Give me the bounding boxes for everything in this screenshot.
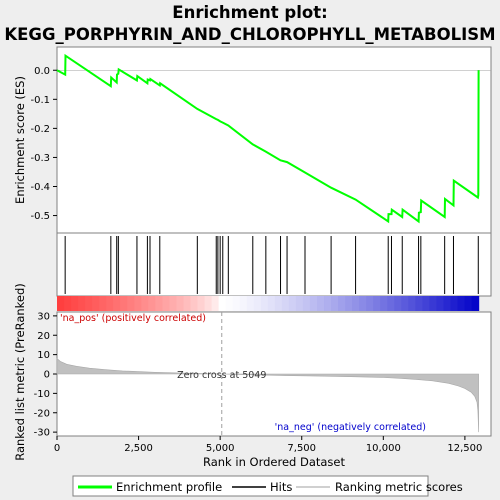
color-bar-segment [134,296,142,311]
color-bar-segment [261,296,269,311]
color-bar-segment [106,296,114,311]
positive-correlation-label: 'na_pos' (positively correlated) [60,313,206,324]
color-bar-segment [268,296,276,311]
x-tick-label: 2,500 [124,443,153,454]
color-bar-segment [429,296,437,311]
color-bar-segment [324,296,332,311]
metric-y-tick-label: 30 [37,311,50,322]
color-bar-segment [183,296,191,311]
color-bar-segment [198,296,206,311]
color-bar-segment [71,296,79,311]
color-bar-segment [57,296,65,311]
color-bar-segment [296,296,304,311]
color-bar-segment [127,296,135,311]
metric-y-tick-label: 20 [37,331,50,342]
color-bar-segment [422,296,430,311]
color-bar-segment [219,296,227,311]
color-bar-segment [317,296,325,311]
chart-title-line2: KEGG_PORPHYRIN_AND_CHLOROPHYLL_METABOLIS… [4,25,495,44]
legend-hits-label: Hits [270,480,292,494]
color-bar-segment [191,296,199,311]
color-bar-segment [458,296,466,311]
color-bar-segment [141,296,149,311]
color-bar-segment [303,296,311,311]
color-bar-segment [162,296,170,311]
color-bar-segment [205,296,213,311]
color-bar-segment [436,296,444,311]
metric-y-tick-label: -20 [34,408,50,419]
es-panel-frame [57,47,491,233]
chart-title-line1: Enrichment plot: [172,3,327,22]
metric-y-tick-label: 10 [37,350,50,361]
x-axis-label: Rank in Ordered Dataset [203,455,346,469]
es-y-tick-label: -0.3 [30,153,50,164]
x-tick-label: 0 [54,443,60,454]
color-bar-segment [233,296,241,311]
color-bar-segment [254,296,262,311]
color-bar-segment [92,296,100,311]
color-bar-segment [282,296,290,311]
metric-y-tick-label: -10 [34,389,50,400]
ranking-color-bar [57,296,479,311]
color-bar-segment [345,296,353,311]
negative-correlation-label: 'na_neg' (negatively correlated) [275,422,426,433]
hits-panel-frame [57,233,491,296]
color-bar-segment [408,296,416,311]
color-bar-segment [394,296,402,311]
color-bar-segment [310,296,318,311]
color-bar-segment [64,296,72,311]
x-tick-label: 5,000 [206,443,235,454]
color-bar-segment [176,296,184,311]
color-bar-segment [443,296,451,311]
metric-y-tick-label: 0 [44,370,50,381]
color-bar-segment [99,296,107,311]
color-bar-segment [155,296,163,311]
x-tick-label: 12,500 [447,443,482,454]
legend-enrichment-label: Enrichment profile [116,480,222,494]
color-bar-segment [380,296,388,311]
color-bar-segment [465,296,473,311]
color-bar-segment [120,296,128,311]
color-bar-segment [289,296,297,311]
es-y-axis-label: Enrichment score (ES) [13,76,27,204]
color-bar-segment [212,296,220,311]
color-bar-segment [85,296,93,311]
legend: Enrichment profile Hits Ranking metric s… [73,476,463,496]
color-bar-segment [78,296,86,311]
color-bar-segment [331,296,339,311]
legend-ranking-label: Ranking metric scores [335,480,463,494]
color-bar-segment [352,296,360,311]
color-bar-segment [169,296,177,311]
es-y-tick-label: -0.5 [30,211,50,222]
color-bar-segment [226,296,234,311]
es-y-tick-label: 0.0 [34,66,50,77]
color-bar-segment [338,296,346,311]
metric-y-axis-label: Ranked list metric (PreRanked) [13,283,27,461]
color-bar-segment [415,296,423,311]
color-bar-segment [373,296,381,311]
color-bar-segment [359,296,367,311]
x-tick-label: 7,500 [287,443,316,454]
color-bar-segment [450,296,458,311]
color-bar-segment [472,296,480,311]
es-y-tick-label: -0.2 [30,124,50,135]
color-bar-segment [387,296,395,311]
metric-y-tick-label: -30 [34,428,50,439]
color-bar-segment [401,296,409,311]
zero-cross-label: Zero cross at 5049 [177,370,266,381]
color-bar-segment [275,296,283,311]
x-tick-label: 10,000 [366,443,401,454]
color-bar-segment [366,296,374,311]
color-bar-segment [148,296,156,311]
es-y-tick-label: -0.4 [30,182,50,193]
color-bar-segment [247,296,255,311]
es-y-tick-label: -0.1 [30,95,50,106]
color-bar-segment [240,296,248,311]
color-bar-segment [113,296,121,311]
